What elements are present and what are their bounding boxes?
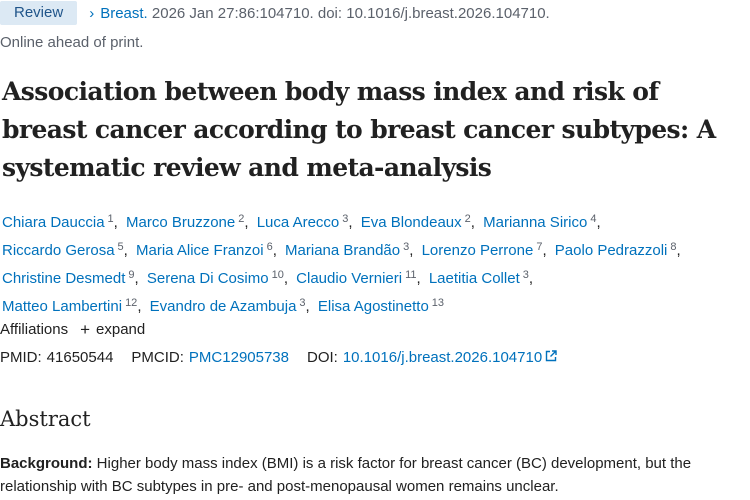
author-item: Claudio Vernieri 11,	[296, 269, 421, 287]
abstract-heading: Abstract	[0, 407, 91, 431]
doi-label: DOI:	[307, 349, 338, 366]
author-list: Chiara Dauccia 1, Marco Bruzzone 2, Luca A…	[2, 207, 750, 319]
external-link-icon[interactable]	[545, 349, 557, 366]
affiliation-number[interactable]: 9	[128, 269, 135, 281]
affiliation-number[interactable]: 7	[536, 241, 543, 253]
author-item: Eva Blondeaux 2,	[360, 213, 475, 231]
affiliations-label: Affiliations	[0, 321, 69, 338]
author-link[interactable]: Maria Alice Franzoi	[136, 242, 264, 259]
author-item: Matteo Lambertini 12,	[2, 297, 142, 315]
author-item: Evandro de Azambuja 3,	[149, 297, 310, 315]
author-link[interactable]: Chiara Dauccia	[2, 214, 105, 231]
background-label: Background:	[0, 455, 93, 472]
affiliation-number[interactable]: 4	[590, 213, 597, 225]
author-item: Riccardo Gerosa 5,	[2, 241, 128, 259]
author-item: Mariana Brandão 3,	[285, 241, 414, 259]
author-link[interactable]: Matteo Lambertini	[2, 298, 123, 315]
author-link[interactable]: Serena Di Cosimo	[146, 270, 269, 287]
author-link[interactable]: Lorenzo Perrone	[421, 242, 534, 259]
citation-line: Review › Breast. 2026 Jan 27:86:104710. …	[0, 0, 550, 26]
affiliation-number[interactable]: 10	[271, 269, 284, 281]
author-link[interactable]: Luca Arecco	[256, 214, 340, 231]
affiliation-number[interactable]: 1	[107, 213, 114, 225]
affiliation-number[interactable]: 13	[431, 297, 445, 309]
author-link[interactable]: Elisa Agostinetto	[317, 298, 429, 315]
affiliation-number[interactable]: 11	[405, 269, 417, 281]
article-title: Association between body mass index and …	[2, 77, 716, 182]
chevron-right-icon: ›	[89, 4, 95, 22]
author-item: Laetitia Collet 3,	[428, 269, 534, 287]
journal-link[interactable]: Breast.	[100, 4, 148, 22]
author-item: Elisa Agostinetto 13	[317, 297, 445, 315]
affiliations-toggle[interactable]: Affiliations + expand	[0, 321, 145, 338]
affiliation-number[interactable]: 12	[125, 297, 138, 309]
affiliation-number[interactable]: 5	[117, 241, 124, 253]
author-item: Lorenzo Perrone 7,	[421, 241, 547, 259]
affiliation-number[interactable]: 2	[464, 213, 471, 225]
pmcid-label: PMCID:	[131, 349, 184, 366]
author-link[interactable]: Marco Bruzzone	[126, 214, 236, 231]
identifiers-row: PMID: 41650544 PMCID: PMC12905738 DOI: 1…	[0, 349, 557, 366]
affiliation-number[interactable]: 3	[522, 269, 529, 281]
author-link[interactable]: Eva Blondeaux	[360, 214, 462, 231]
author-link[interactable]: Marianna Sirico	[483, 214, 588, 231]
background-text: Higher body mass index (BMI) is a risk f…	[0, 455, 692, 495]
author-item: Marianna Sirico 4,	[483, 213, 601, 231]
author-link[interactable]: Evandro de Azambuja	[149, 298, 297, 315]
author-item: Marco Bruzzone 2,	[126, 213, 249, 231]
author-item: Serena Di Cosimo 10,	[146, 269, 288, 287]
doi-link[interactable]: 10.1016/j.breast.2026.104710	[342, 349, 543, 366]
affiliation-number[interactable]: 6	[266, 241, 273, 253]
citation-details: 2026 Jan 27:86:104710. doi: 10.1016/j.br…	[151, 4, 550, 22]
pmcid-link[interactable]: PMC12905738	[188, 349, 289, 366]
pmid-label: PMID:	[0, 349, 42, 366]
abstract-background: Background: Higher body mass index (BMI)…	[0, 452, 750, 498]
author-link[interactable]: Claudio Vernieri	[296, 270, 403, 287]
publication-type-badge[interactable]: Review	[0, 1, 78, 25]
author-link[interactable]: Riccardo Gerosa	[2, 242, 115, 259]
author-link[interactable]: Mariana Brandão	[285, 242, 401, 259]
affiliation-number[interactable]: 2	[238, 213, 245, 225]
author-link[interactable]: Paolo Pedrazzoli	[554, 242, 668, 259]
author-link[interactable]: Laetitia Collet	[428, 270, 520, 287]
affiliation-number[interactable]: 3	[342, 213, 349, 225]
expand-button[interactable]: expand	[96, 321, 146, 338]
author-item: Chiara Dauccia 1,	[2, 213, 118, 231]
author-link[interactable]: Christine Desmedt	[2, 270, 126, 287]
affiliation-number[interactable]: 3	[403, 241, 410, 253]
pmid-value: 41650544	[46, 349, 114, 366]
affiliation-number[interactable]: 3	[299, 297, 306, 309]
author-item: Luca Arecco 3,	[256, 213, 353, 231]
publication-status: Online ahead of print.	[0, 34, 144, 51]
author-item: Christine Desmedt 9,	[2, 269, 139, 287]
affiliation-number[interactable]: 8	[670, 241, 677, 253]
author-item: Maria Alice Franzoi 6,	[136, 241, 277, 259]
author-item: Paolo Pedrazzoli 8,	[554, 241, 681, 259]
plus-icon: +	[80, 320, 91, 339]
